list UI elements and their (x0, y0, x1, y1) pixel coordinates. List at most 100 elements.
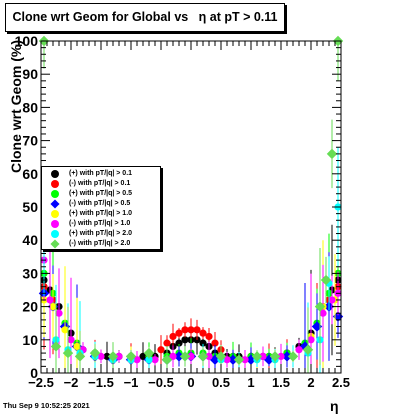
legend-marker (51, 210, 59, 218)
x-tick-label: 0.5 (212, 375, 230, 390)
data-point (143, 347, 155, 359)
legend-label: (+) with pT/|q| > 0.5 (69, 190, 133, 197)
data-point (67, 336, 75, 344)
legend-marker (51, 220, 59, 228)
data-point (187, 352, 195, 360)
data-point (302, 344, 314, 355)
legend-label: (+) with pT/|q| > 0.1 (69, 170, 133, 177)
x-tick-label: 1.5 (272, 375, 290, 390)
footer-date: Thu Sep 9 10:52:25 2021 (3, 401, 90, 410)
data-point (107, 351, 119, 362)
data-point (241, 356, 249, 364)
data-point (175, 329, 183, 337)
y-tick-label: 100 (15, 33, 39, 49)
legend: (+) with pT/|q| > 0.1 (-) with pT/|q| > 0… (41, 166, 161, 250)
x-axis-title: η (330, 398, 339, 414)
legend-marker (51, 230, 59, 238)
data-point (62, 347, 74, 359)
y-tick-label: 30 (22, 265, 38, 281)
data-point (157, 346, 165, 354)
legend-entry: (+) with pT/|q| > 2.0 (42, 229, 160, 239)
data-point (187, 326, 195, 334)
data-point (61, 326, 69, 334)
y-tick-label: 10 (22, 332, 38, 348)
series-layer (38, 35, 344, 373)
legend-entry: (+) with pT/|q| > 0.1 (42, 169, 160, 179)
data-point (175, 339, 183, 347)
data-point (50, 341, 62, 352)
y-tick-label: 0 (30, 365, 38, 381)
legend-label: (+) with pT/|q| > 2.0 (69, 230, 133, 237)
data-point (328, 296, 336, 304)
data-point (277, 352, 285, 360)
data-point (49, 303, 57, 311)
data-point (169, 332, 177, 341)
data-point (287, 351, 299, 362)
data-point (55, 309, 63, 317)
legend-marker (50, 239, 60, 249)
data-point (179, 351, 191, 362)
legend-marker (51, 180, 59, 188)
series-8 (38, 35, 344, 373)
legend-label: (-) with pT/|q| > 1.0 (69, 220, 131, 227)
y-axis-title: Clone wrt Geom (%) (8, 39, 24, 173)
legend-label: (-) with pT/|q| > 2.0 (69, 240, 131, 247)
data-point (197, 351, 209, 362)
data-point (259, 352, 267, 360)
axis-layer: −2.5 −2 −1.5 −1 −0.5 0 0.5 1 1.5 2 2.5 0 10 20 30 40 50 6… (15, 33, 350, 390)
data-point (161, 354, 173, 365)
data-point (103, 352, 111, 360)
legend-label: (-) with pT/|q| > 0.1 (69, 180, 131, 187)
chart-title: Clone wrt Geom for Global vs η at pT > 0… (5, 3, 285, 32)
data-point (145, 356, 153, 364)
y-tick-label: 60 (22, 166, 38, 182)
y-tick-label: 90 (22, 66, 38, 82)
legend-label: (-) with pT/|q| > 0.5 (69, 200, 131, 207)
legend-marker (50, 199, 60, 209)
legend-entry: (-) with pT/|q| > 1.0 (42, 219, 160, 229)
data-point (307, 336, 315, 344)
legend-label: (+) with pT/|q| > 1.0 (69, 210, 133, 217)
data-point (73, 342, 81, 351)
data-point (46, 296, 54, 304)
x-tick-label: −1.5 (88, 375, 114, 390)
data-point (151, 356, 159, 364)
legend-entry: (-) with pT/|q| > 0.5 (42, 199, 160, 209)
x-tick-label: −2 (64, 375, 79, 390)
data-point (125, 351, 137, 362)
x-tick-label: 2.5 (332, 375, 350, 390)
data-point (269, 351, 281, 362)
x-tick-label: 2 (307, 375, 314, 390)
data-point (199, 329, 207, 337)
data-point (181, 336, 189, 344)
x-tick-label: 0 (187, 375, 194, 390)
data-point (215, 351, 227, 362)
data-point (163, 339, 171, 347)
y-tick-label: 40 (22, 232, 38, 248)
data-point (89, 347, 101, 359)
legend-marker (51, 170, 59, 178)
data-point (326, 148, 338, 160)
data-point (139, 352, 147, 360)
data-point (319, 309, 327, 317)
data-point (181, 326, 189, 334)
x-tick-label: −1 (124, 375, 139, 390)
data-point (193, 326, 201, 334)
y-tick-label: 70 (22, 133, 38, 149)
data-point (251, 351, 263, 362)
x-tick-label: −0.5 (148, 375, 174, 390)
data-point (233, 354, 245, 365)
data-point (314, 301, 326, 312)
y-tick-label: 50 (22, 199, 38, 215)
data-point (211, 339, 219, 347)
legend-marker (51, 190, 59, 198)
data-point (295, 346, 303, 354)
data-point (223, 356, 231, 364)
legend-entry: (-) with pT/|q| > 0.1 (42, 179, 160, 189)
data-point (169, 352, 177, 360)
data-point (97, 352, 105, 360)
data-point (115, 352, 123, 360)
y-tick-label: 80 (22, 99, 38, 115)
x-tick-label: 1 (247, 375, 254, 390)
legend-entry: (-) with pT/|q| > 2.0 (42, 239, 160, 249)
